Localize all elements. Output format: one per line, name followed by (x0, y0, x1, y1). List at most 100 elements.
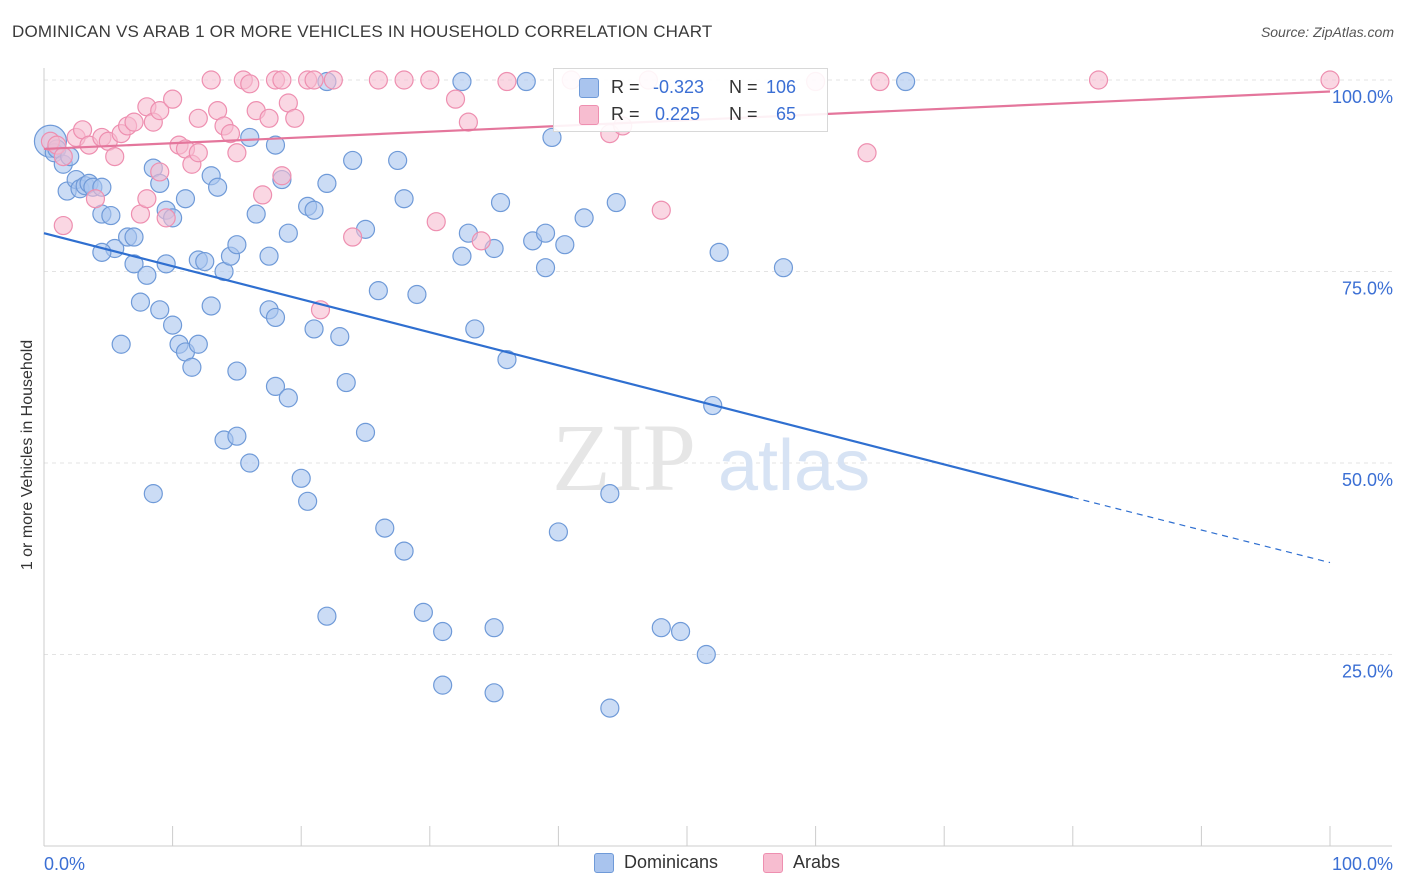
arab-point (150, 101, 170, 121)
arab-point (240, 74, 260, 94)
watermark-atlas: atlas (718, 426, 870, 506)
arab-point (857, 143, 877, 163)
arab-point (105, 147, 125, 167)
dominican-point (188, 334, 208, 354)
arab-point (156, 208, 176, 228)
dominican-point (394, 541, 414, 561)
arab-point (188, 143, 208, 163)
dominican-point (143, 484, 163, 504)
stats-r-arabs: 0.225 (655, 104, 701, 124)
data-points (33, 70, 1340, 718)
dominican-point (304, 319, 324, 339)
dominican-point (278, 223, 298, 243)
stats-r-dominicans: -0.323 (653, 77, 705, 97)
dominican-point (413, 602, 433, 622)
dominican-point (208, 177, 228, 197)
arab-point (323, 70, 343, 90)
dominican-point (240, 453, 260, 473)
dominican-point (343, 150, 363, 171)
axes (43, 68, 1392, 847)
dominican-point (407, 284, 427, 305)
dominican-point (317, 173, 337, 194)
dominican-point (336, 372, 356, 393)
arab-point (259, 108, 279, 128)
legend-item-arabs[interactable]: Arabs (763, 852, 840, 873)
dominican-point (548, 522, 569, 542)
legend-swatch-arabs (763, 852, 783, 873)
y-tick-label: 100.0% (1332, 87, 1393, 107)
dominican-point (163, 315, 183, 335)
stats-r-label: R = (611, 104, 640, 124)
arab-point (651, 200, 671, 220)
arab-point (1088, 70, 1109, 90)
dominican-point (497, 349, 517, 370)
x-tick-label: 0.0% (44, 854, 85, 874)
legend-item-dominicans[interactable]: Dominicans (594, 852, 718, 873)
stats-r-label: R = (611, 77, 640, 97)
dominican-point (355, 422, 376, 442)
dominican-point (124, 227, 144, 247)
dominican-trend-line (43, 232, 1074, 499)
arab-point (124, 112, 144, 132)
dominican-point (696, 644, 716, 665)
arab-point (85, 189, 106, 209)
dominican-point (484, 618, 504, 638)
dominican-point (606, 192, 626, 213)
y-tick-label: 25.0% (1342, 662, 1393, 682)
arab-point (870, 71, 890, 92)
arab-point (420, 70, 440, 90)
dominican-point (265, 135, 286, 155)
legend: Dominicans Arabs (0, 848, 1406, 880)
arab-point (53, 147, 73, 167)
dominican-point (452, 246, 472, 266)
arab-point (163, 89, 183, 109)
dominican-point (896, 71, 916, 92)
dominican-point (201, 296, 221, 316)
dominican-point (111, 334, 131, 354)
stats-n-label: N = (729, 104, 758, 124)
legend-label-arabs: Arabs (793, 852, 841, 872)
stats-n-arabs: 65 (776, 104, 797, 124)
dominican-point (651, 618, 671, 638)
watermark-zip: ZIP (552, 404, 696, 511)
arab-point (272, 70, 292, 90)
stats-swatch-dominicans (579, 78, 599, 98)
arab-point (394, 70, 414, 90)
dominican-point (535, 258, 556, 278)
dominican-point (265, 376, 286, 396)
dominican-point (101, 205, 121, 226)
dominican-point (240, 127, 260, 148)
arab-point (458, 112, 478, 132)
source-credit: Source: ZipAtlas.com (1260, 24, 1394, 40)
arab-point (220, 124, 241, 144)
dominican-point (137, 265, 157, 285)
dominican-point (452, 71, 472, 92)
dominican-point (368, 281, 388, 301)
dominican-point (484, 683, 504, 703)
arab-point (497, 71, 517, 92)
arab-point (1320, 70, 1340, 90)
dominican-point (304, 200, 324, 220)
dominican-point (555, 235, 575, 255)
dominican-point (433, 621, 453, 642)
dominican-point (246, 204, 266, 224)
arab-point (368, 70, 388, 90)
dominican-point (227, 426, 247, 446)
stats-n-dominicans: 106 (766, 77, 797, 97)
dominican-point (278, 388, 298, 408)
legend-swatch-dominicans (594, 852, 614, 873)
tick-labels: 25.0% 50.0% 75.0% 100.0% 0.0% 100.0% (44, 87, 1393, 874)
x-tick-label: 100.0% (1332, 854, 1393, 874)
dominican-trend-extension (1072, 496, 1331, 564)
dominican-point (195, 251, 215, 272)
arab-point (304, 70, 324, 90)
stats-n-label: N = (729, 77, 758, 97)
dominican-point (600, 698, 620, 718)
stats-box: R = -0.323 N = 106 R = 0.225 N = 65 (553, 68, 828, 132)
dominican-point (535, 223, 556, 243)
arab-point (53, 215, 73, 236)
arab-point (253, 185, 273, 205)
y-tick-label: 75.0% (1342, 279, 1393, 299)
dominican-point (150, 300, 170, 320)
